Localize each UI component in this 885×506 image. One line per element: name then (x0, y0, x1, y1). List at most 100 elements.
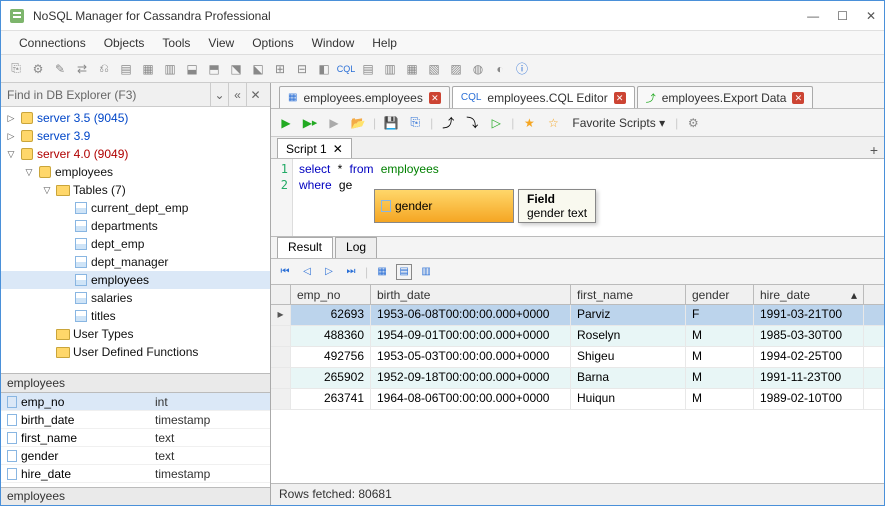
next-icon[interactable]: ▷ (321, 264, 337, 280)
tab-close-icon[interactable]: ✕ (614, 92, 626, 104)
doc-tab[interactable]: CQLemployees.CQL Editor✕ (452, 86, 635, 108)
star-list-icon[interactable]: ☆ (544, 114, 562, 132)
menu-help[interactable]: Help (364, 34, 405, 52)
tree-node[interactable]: dept_emp (1, 235, 270, 253)
save-all-icon[interactable]: ⎘ (406, 114, 424, 132)
grid-view2-icon[interactable]: ▤ (396, 264, 412, 280)
table-row[interactable]: 4883601954-09-01T00:00:00.000+0000Rosely… (271, 326, 884, 347)
schema-grid[interactable]: emp_nointbirth_datetimestampfirst_namete… (1, 393, 270, 487)
tb-icon-10[interactable]: ⬒ (205, 60, 223, 78)
tree-node[interactable]: dept_manager (1, 253, 270, 271)
gear-icon[interactable]: ⚙ (684, 114, 702, 132)
tree-node[interactable]: User Defined Functions (1, 343, 270, 361)
col-first-name[interactable]: first_name (571, 285, 686, 304)
code-editor[interactable]: 12 select * from employees where ge gend… (271, 159, 884, 237)
table-row[interactable]: 2659021952-09-18T00:00:00.000+0000BarnaM… (271, 368, 884, 389)
tb-icon-6[interactable]: ▤ (117, 60, 135, 78)
tree-node[interactable]: User Types (1, 325, 270, 343)
table-row[interactable]: 2637411964-08-06T00:00:00.000+0000Huiqun… (271, 389, 884, 410)
tab-close-icon[interactable]: ✕ (429, 92, 441, 104)
first-icon[interactable]: ⏮ (277, 264, 293, 280)
tree-node[interactable]: ▽server 4.0 (9049) (1, 145, 270, 163)
tb-cql-icon[interactable]: CQL (337, 60, 355, 78)
tb-icon-13[interactable]: ⊞ (271, 60, 289, 78)
grid-view1-icon[interactable]: ▦ (374, 264, 390, 280)
table-row[interactable]: ▸626931953-06-08T00:00:00.000+0000Parviz… (271, 305, 884, 326)
find-chevron-icon[interactable]: « (228, 83, 246, 107)
menu-view[interactable]: View (200, 34, 242, 52)
tree-node[interactable]: ▷server 3.5 (9045) (1, 109, 270, 127)
tree-twisty[interactable]: ▷ (5, 131, 17, 142)
col-hire-date[interactable]: hire_date ▴ (754, 285, 864, 304)
tb-icon-21[interactable]: ▨ (447, 60, 465, 78)
last-icon[interactable]: ⏭ (343, 264, 359, 280)
tb-icon-8[interactable]: ▥ (161, 60, 179, 78)
schema-row[interactable]: hire_datetimestamp (1, 465, 270, 483)
close-button[interactable]: ✕ (866, 9, 876, 23)
minimize-button[interactable]: — (807, 9, 819, 23)
result-grid[interactable]: emp_no birth_date first_name gender hire… (271, 285, 884, 483)
maximize-button[interactable]: ☐ (837, 9, 848, 23)
autocomplete-item[interactable]: gender (374, 189, 514, 223)
tree-twisty[interactable]: ▽ (5, 149, 17, 160)
tb-icon-12[interactable]: ⬕ (249, 60, 267, 78)
tb-icon-15[interactable]: ◧ (315, 60, 333, 78)
save-icon[interactable]: 💾 (382, 114, 400, 132)
schema-row[interactable]: emp_noint (1, 393, 270, 411)
tb-icon-23[interactable]: ◐ (491, 60, 509, 78)
schema-row[interactable]: gendertext (1, 447, 270, 465)
menu-tools[interactable]: Tools (154, 34, 198, 52)
tb-icon-17[interactable]: ▤ (359, 60, 377, 78)
stop-icon[interactable]: ▶ (325, 114, 343, 132)
star-icon[interactable]: ★ (520, 114, 538, 132)
tree-node[interactable]: ▽employees (1, 163, 270, 181)
tb-icon-5[interactable]: ⎌ (95, 60, 113, 78)
tb-icon-11[interactable]: ⬔ (227, 60, 245, 78)
tb-icon-3[interactable]: ✎ (51, 60, 69, 78)
doc-tab[interactable]: ▦employees.employees✕ (279, 86, 450, 108)
tb-icon-9[interactable]: ⬓ (183, 60, 201, 78)
grid-view3-icon[interactable]: ▥ (418, 264, 434, 280)
export-icon[interactable]: ⤴ (439, 114, 457, 132)
tb-icon-22[interactable]: ◍ (469, 60, 487, 78)
find-dropdown-icon[interactable]: ⌄ (210, 83, 228, 107)
col-birth-date[interactable]: birth_date (371, 285, 571, 304)
menu-connections[interactable]: Connections (11, 34, 94, 52)
script-tab-1[interactable]: Script 1 ✕ (277, 138, 352, 158)
play-icon[interactable]: ▷ (487, 114, 505, 132)
tree-twisty[interactable]: ▷ (5, 113, 17, 124)
script-tab-close-icon[interactable]: ✕ (333, 142, 343, 156)
tb-icon-2[interactable]: ⚙ (29, 60, 47, 78)
run-step-icon[interactable]: ▶▶ (301, 114, 319, 132)
import-icon[interactable]: ⤵ (463, 114, 481, 132)
tb-icon-7[interactable]: ▦ (139, 60, 157, 78)
tree-node[interactable]: employees (1, 271, 270, 289)
tb-help-icon[interactable]: ⓘ (513, 60, 531, 78)
tree-twisty[interactable]: ▽ (41, 185, 53, 196)
tree-node[interactable]: ▽Tables (7) (1, 181, 270, 199)
favorite-scripts-dropdown[interactable]: Favorite Scripts ▾ (568, 116, 669, 130)
table-row[interactable]: 4927561953-05-03T00:00:00.000+0000Shigeu… (271, 347, 884, 368)
doc-tab[interactable]: ⤴employees.Export Data✕ (637, 86, 814, 108)
menu-options[interactable]: Options (244, 34, 301, 52)
tab-close-icon[interactable]: ✕ (792, 92, 804, 104)
menu-objects[interactable]: Objects (96, 34, 153, 52)
tb-icon-1[interactable]: ⎘ (7, 60, 25, 78)
open-icon[interactable]: 📂 (349, 114, 367, 132)
tb-icon-18[interactable]: ▥ (381, 60, 399, 78)
tree-node[interactable]: departments (1, 217, 270, 235)
schema-row[interactable]: first_nametext (1, 429, 270, 447)
find-close-icon[interactable]: ✕ (246, 83, 264, 107)
tree-twisty[interactable]: ▽ (23, 167, 35, 178)
tb-icon-4[interactable]: ⇄ (73, 60, 91, 78)
col-emp-no[interactable]: emp_no (291, 285, 371, 304)
find-placeholder[interactable]: Find in DB Explorer (F3) (7, 88, 136, 102)
menu-window[interactable]: Window (304, 34, 363, 52)
tb-icon-20[interactable]: ▧ (425, 60, 443, 78)
tree-node[interactable]: titles (1, 307, 270, 325)
run-icon[interactable]: ▶ (277, 114, 295, 132)
db-tree[interactable]: ▷server 3.5 (9045)▷server 3.9▽server 4.0… (1, 107, 270, 373)
tab-log[interactable]: Log (335, 237, 377, 258)
tb-icon-14[interactable]: ⊟ (293, 60, 311, 78)
tree-node[interactable]: current_dept_emp (1, 199, 270, 217)
